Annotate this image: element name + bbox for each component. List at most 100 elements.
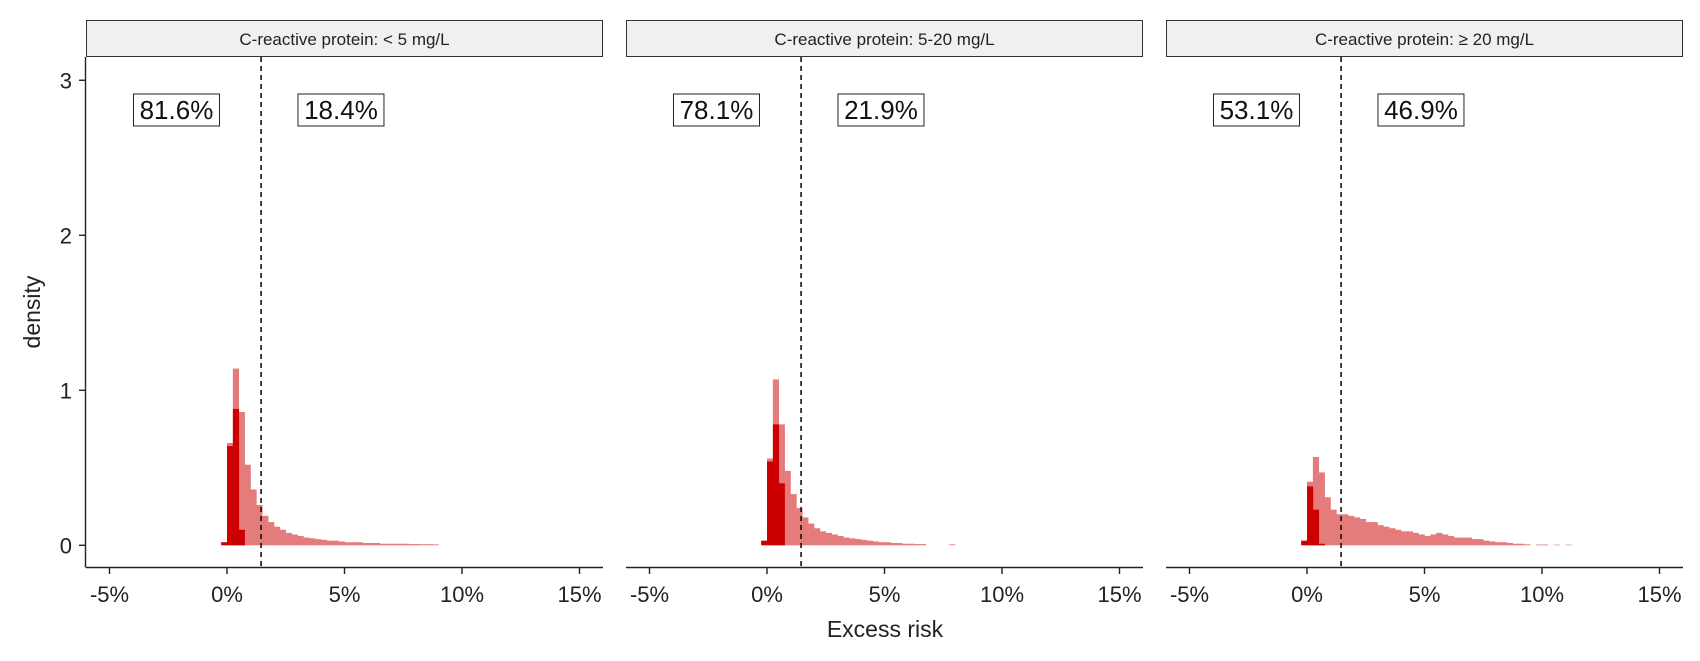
histogram-bar-light <box>1524 544 1531 546</box>
left-percentage-label: 81.6% <box>140 95 214 125</box>
x-tick-label: 15% <box>557 582 601 607</box>
histogram-bar-dark <box>778 483 785 546</box>
histogram-bar-light <box>1506 542 1513 546</box>
histogram-bar-light <box>872 541 879 546</box>
histogram-bar-light <box>409 544 416 546</box>
strip-header-label: C-reactive protein: 5-20 mg/L <box>774 30 994 49</box>
histogram-bar-light <box>878 542 885 546</box>
histogram-bar-light <box>1365 522 1372 546</box>
histogram-bar-light <box>790 494 797 546</box>
histogram-bar-light <box>1336 514 1343 546</box>
strip-header-background <box>86 20 603 57</box>
histogram-bar-light <box>1542 544 1549 546</box>
panels-group: C-reactive protein: < 5 mg/L 81.6% 18.4% -5… <box>60 20 1683 607</box>
left-percentage-label: 53.1% <box>1220 95 1294 125</box>
histogram-bar-light <box>1377 525 1384 546</box>
histogram-bar-light <box>919 544 926 546</box>
histogram-bar-light <box>1371 522 1378 546</box>
strip-header-background <box>1166 20 1683 57</box>
strip-header-label: C-reactive protein: < 5 mg/L <box>239 30 449 49</box>
histogram-bar-light <box>884 542 891 546</box>
histogram-bar-light <box>362 542 369 546</box>
y-tick-label: 2 <box>60 223 72 248</box>
histogram-bar-light <box>1354 517 1361 546</box>
histogram-bar-light <box>1348 515 1355 546</box>
left-percentage-box <box>672 93 760 127</box>
histogram-bar-light <box>831 534 838 546</box>
histogram-bar-light <box>332 540 339 546</box>
x-tick-label: 0% <box>751 582 783 607</box>
x-tick-label: -5% <box>1170 582 1209 607</box>
histogram-bar-light <box>837 535 844 546</box>
histogram-bar-light <box>861 539 868 546</box>
histogram-bar-light <box>1477 539 1484 546</box>
histogram-bar-light <box>274 526 281 546</box>
right-percentage-label: 46.9% <box>1384 95 1458 125</box>
strip-header-label: C-reactive protein: ≥ 20 mg/L <box>1315 30 1534 49</box>
histogram-bar-light <box>866 540 874 546</box>
histogram-bar-light <box>855 539 862 546</box>
histogram-bar-light <box>385 543 392 546</box>
histogram-bar-dark <box>772 424 780 546</box>
x-tick-label: 5% <box>1409 582 1441 607</box>
histogram-bar-dark <box>1307 486 1314 546</box>
histogram-bar-light <box>403 543 410 546</box>
histogram-bar-light <box>1436 532 1443 546</box>
histogram-bar-dark <box>232 408 240 546</box>
histogram-bar-light <box>1401 531 1408 546</box>
histogram-bar-light <box>303 537 310 546</box>
histogram-bar-light <box>279 529 287 546</box>
histogram-bar-dark <box>767 461 774 546</box>
histogram-bar-light <box>397 543 404 546</box>
strip-header-background <box>626 20 1143 57</box>
histogram-bar-light <box>1389 528 1396 546</box>
histogram-bar-light <box>256 504 263 546</box>
right-percentage-label: 18.4% <box>304 95 378 125</box>
right-percentage-box <box>1377 93 1465 127</box>
right-percentage-box <box>837 93 925 127</box>
histogram-bar-light <box>1518 543 1525 546</box>
x-tick-label: 0% <box>211 582 243 607</box>
histogram-bar-light <box>913 544 921 546</box>
histogram-bar-light <box>825 532 832 546</box>
histogram-bar-light <box>1565 544 1572 546</box>
histogram-bar-light <box>1512 543 1519 546</box>
histogram-bar-dark <box>1301 540 1308 546</box>
histogram-bar-light <box>802 517 809 546</box>
panel-3: C-reactive protein: ≥ 20 mg/L 53.1% 46.9% -… <box>1166 20 1683 607</box>
histogram-bar-light <box>1500 542 1508 546</box>
histogram-bar-light <box>796 508 803 546</box>
right-percentage-box <box>297 93 385 127</box>
x-axis-title: Excess risk <box>827 616 944 642</box>
histogram-bar-light <box>350 542 357 546</box>
histogram-bar-light <box>1395 529 1402 546</box>
histogram-bar-light <box>1424 535 1431 546</box>
histogram-bar-light <box>315 539 322 546</box>
histogram-bar-light <box>415 544 422 546</box>
histogram-bar-light <box>244 464 251 546</box>
histogram-bar-light <box>379 543 386 546</box>
histogram-bar-light <box>896 542 903 546</box>
histogram-bar-light <box>1483 540 1490 546</box>
histogram-bar-light <box>420 544 428 546</box>
histogram-bar-light <box>814 528 821 546</box>
histogram-bar-light <box>1495 542 1502 546</box>
histogram-bar-light <box>1442 534 1449 546</box>
histogram-bar-light <box>1383 526 1390 546</box>
histogram-bar-light <box>373 542 381 546</box>
histogram-bar-light <box>1312 456 1320 546</box>
histogram-bar-light <box>902 543 909 546</box>
histogram-bar-light <box>1359 518 1367 546</box>
histogram-bar-light <box>1453 537 1461 546</box>
histogram-bar-light <box>426 544 433 546</box>
histogram-bar-dark <box>1312 509 1320 546</box>
histogram-bar-dark <box>1318 543 1325 546</box>
x-tick-label: 10% <box>440 582 484 607</box>
histogram-bar-light <box>326 540 334 546</box>
histogram-bar-light <box>1465 537 1472 546</box>
histogram-bar-light <box>321 539 328 546</box>
x-tick-label: 0% <box>1291 582 1323 607</box>
histogram-bar-light <box>890 542 897 546</box>
histogram-bar-light <box>843 537 850 546</box>
